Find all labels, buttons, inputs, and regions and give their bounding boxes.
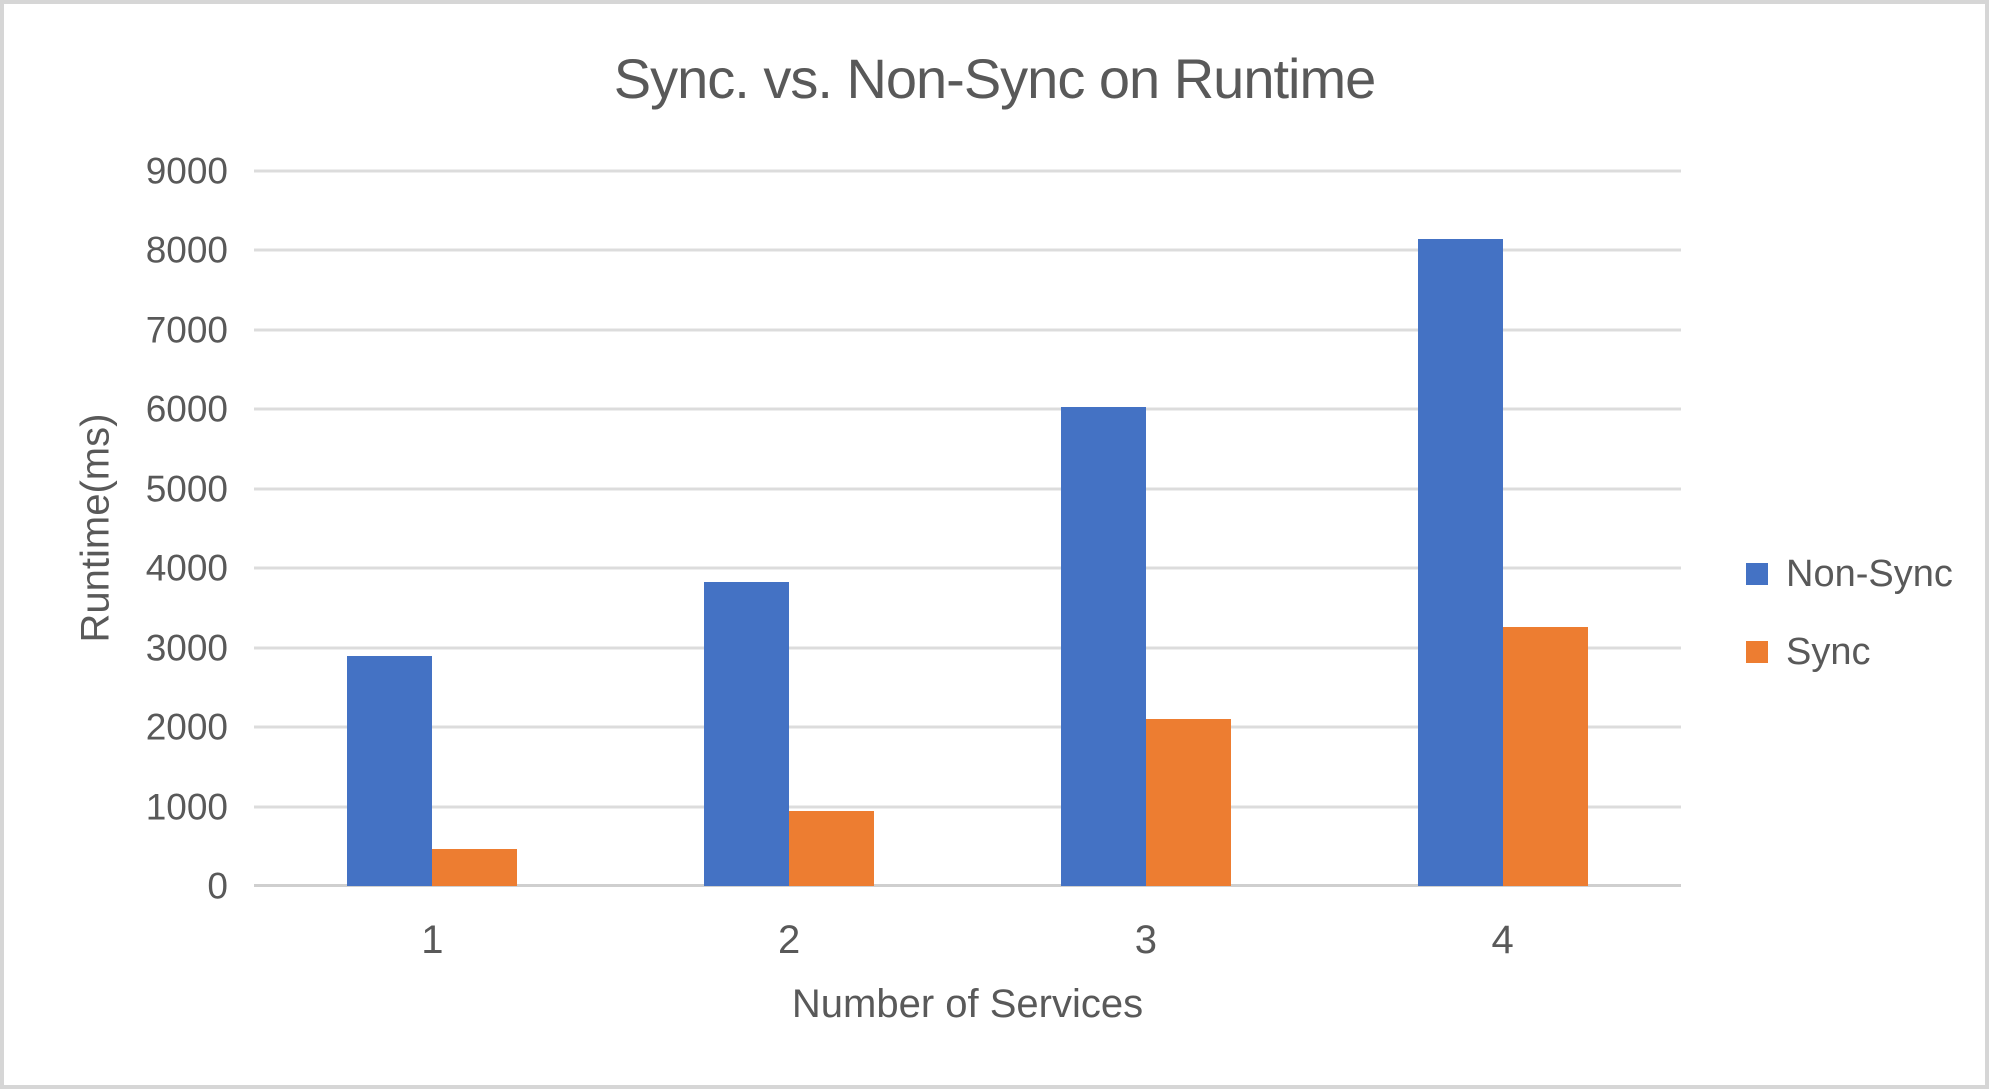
bar-sync-1 [432,849,518,886]
bar-group-4 [1324,171,1681,886]
plot-area [254,169,1681,887]
gridline-6000 [254,407,1681,411]
legend-item-non-sync: Non-Sync [1746,552,1953,596]
x-tick-label-2: 2 [778,918,801,962]
bar-sync-3 [1145,719,1231,886]
x-axis-title: Number of Services [791,982,1144,1026]
y-tick-label-0: 0 [207,865,228,907]
legend-label-non-sync: Non-Sync [1786,552,1953,595]
gridline-5000 [254,487,1681,491]
bar-non-sync-2 [704,581,790,886]
y-tick-label-7000: 7000 [145,309,228,351]
y-axis-tick-labels: 0 1000 2000 3000 4000 5000 6000 7000 8000 9000 [4,153,228,905]
x-tick-label-4: 4 [1491,918,1514,962]
bar-group-1 [254,171,611,886]
bar-non-sync-4 [1417,238,1503,886]
x-tick-label-1: 1 [421,918,444,962]
y-tick-label-5000: 5000 [145,468,228,510]
x-axis-line [254,884,1681,887]
legend-swatch-sync-icon [1746,641,1768,663]
legend-swatch-non-sync-icon [1746,563,1768,585]
x-tick-label-3: 3 [1134,918,1157,962]
gridline-8000 [254,248,1681,252]
chart-title: Sync. vs. Non-Sync on Runtime [613,47,1377,110]
bar-sync-2 [789,811,875,886]
gridline-7000 [254,328,1681,332]
bar-sync-4 [1502,627,1588,886]
gridline-1000 [254,805,1681,809]
gridline-3000 [254,646,1681,650]
gridline-2000 [254,725,1681,729]
y-tick-label-8000: 8000 [145,229,228,271]
legend: Non-Sync Sync [1746,552,1953,674]
y-tick-label-1000: 1000 [145,786,228,828]
y-tick-label-6000: 6000 [145,388,228,430]
y-tick-label-9000: 9000 [145,150,228,192]
gridline-9000 [254,169,1681,173]
legend-item-sync: Sync [1746,630,1953,674]
y-tick-label-3000: 3000 [145,627,228,669]
y-tick-label-4000: 4000 [145,547,228,589]
gridline-4000 [254,566,1681,570]
legend-label-sync: Sync [1786,630,1871,673]
x-axis-tick-labels: 1 2 3 4 [254,920,1681,968]
bar-group-3 [968,171,1325,886]
bar-non-sync-3 [1060,406,1146,886]
y-tick-label-2000: 2000 [145,706,228,748]
bar-groups [254,171,1681,886]
bar-non-sync-1 [347,656,433,886]
bar-group-2 [611,171,968,886]
